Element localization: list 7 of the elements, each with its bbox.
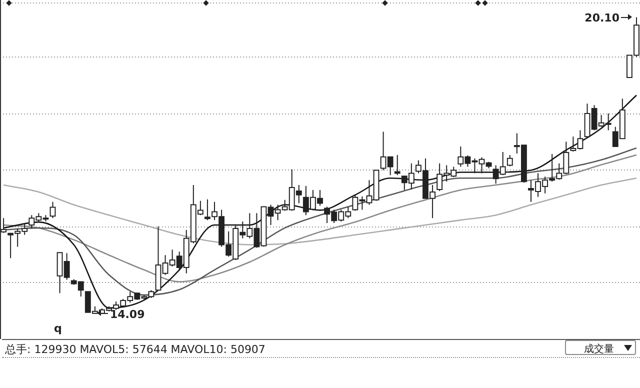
- annotation: 20.10: [584, 11, 620, 24]
- text: 成交量: [584, 342, 614, 356]
- annotation: q: [54, 322, 62, 335]
- annotation: 14.09: [110, 308, 145, 321]
- candlestick: [394, 154, 400, 176]
- text: 总手: 129930 MAVOL5: 57644 MAVOL10: 50907: [5, 342, 266, 357]
- candlestick: [0, 218, 6, 234]
